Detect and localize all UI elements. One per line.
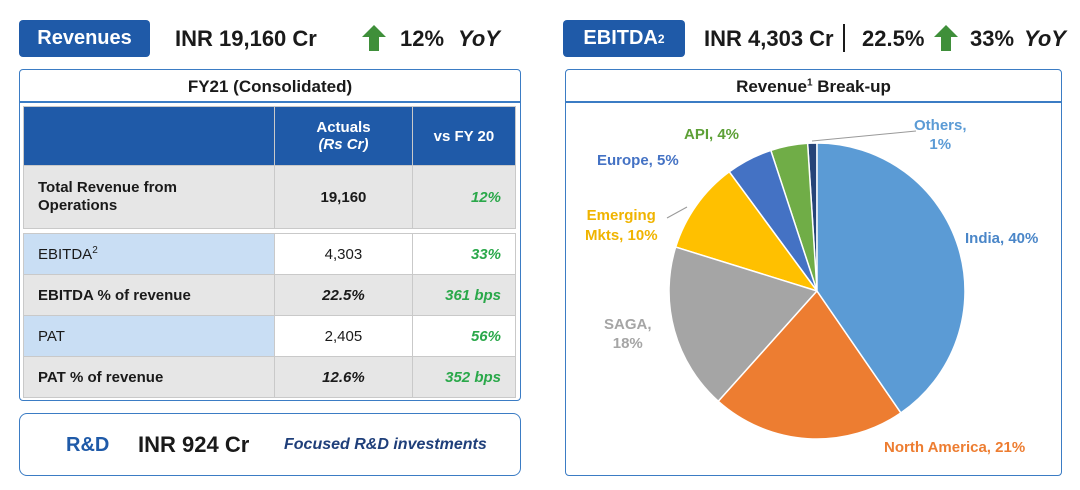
row-label: PAT % of revenue [22, 356, 276, 398]
fy21-panel-title: FY21 (Consolidated) [187, 77, 353, 96]
rnd-value: INR 924 Cr [138, 432, 250, 457]
row-label: EBITDA2 [22, 233, 276, 275]
pie-label-emerging-line1: Emerging [586, 207, 656, 224]
revenues-value: INR 19,160 Cr [175, 26, 317, 51]
pie-slice-saga [668, 246, 819, 403]
ebitda-pill: EBITDA 2 [563, 20, 685, 57]
row-actual: 4,303 [274, 233, 413, 275]
row-actual: 22.5% [274, 274, 413, 316]
table-row: PAT 2,405 56% [22, 315, 517, 357]
rnd-label: R&D [66, 434, 110, 456]
ebitda-pill-label: EBITDA [583, 27, 658, 49]
pie-label-api: API, 4% [684, 126, 740, 143]
row-label-sup: 2 [92, 245, 98, 256]
table-row: EBITDA % of revenue 22.5% 361 bps [22, 274, 517, 316]
row-actual: 12.6% [274, 356, 413, 398]
pie-panel-title: Revenue1 Break-up [565, 77, 1062, 97]
header-blank-cell [22, 106, 276, 166]
row-vs: 12% [411, 165, 517, 229]
table-header-row: Actuals (Rs Cr) vs FY 20 [22, 106, 517, 166]
row-label: EBITDA % of revenue [22, 274, 276, 316]
row-actual: 2,405 [274, 315, 413, 357]
financial-table: Actuals (Rs Cr) vs FY 20 Total Revenue f… [22, 106, 517, 398]
ebitda-yoy-label: YoY [1024, 26, 1066, 51]
pie-label-others: Others, 1% [914, 116, 967, 154]
revenues-pill-label: Revenues [37, 27, 132, 49]
row-vs: 361 bps [411, 274, 517, 316]
revenue-pie-chart [666, 130, 966, 440]
ebitda-yoy-value: 33% [970, 26, 1015, 51]
pie-label-emerging: Emerging Mkts, 10% [585, 206, 658, 246]
pie-label-europe: Europe, 5% [597, 152, 679, 169]
header-actuals-label: Actuals [316, 119, 371, 136]
ebitda-divider [843, 24, 845, 52]
row-label: PAT [22, 315, 276, 357]
ebitda-value: INR 4,303 Cr [704, 26, 834, 51]
row-label: Total Revenue from Operations [22, 165, 276, 229]
pie-slice-emerging-mkts [674, 170, 819, 293]
pie-label-india: India, 40% [965, 230, 1039, 247]
pie-title-text: Revenue [736, 77, 807, 96]
ebitda-up-arrow-icon [934, 25, 958, 51]
pie-label-saga-line2: 18% [612, 335, 643, 352]
row-vs: 352 bps [411, 356, 517, 398]
revenues-up-arrow-icon [362, 25, 386, 51]
header-vs-fy20: vs FY 20 [411, 106, 517, 166]
row-label-text: EBITDA [38, 246, 93, 263]
emerging-connector-line [666, 206, 688, 219]
pie-slice-north-america [717, 289, 902, 440]
table-row: EBITDA2 4,303 33% [22, 233, 517, 275]
pie-label-others-line1: Others, [914, 117, 967, 134]
pie-title-suffix: Break-up [817, 77, 891, 96]
row-vs: 56% [411, 315, 517, 357]
others-connector-line [811, 130, 917, 142]
table-row: PAT % of revenue 12.6% 352 bps [22, 356, 517, 398]
revenues-yoy-value: 12% [400, 26, 445, 51]
pie-label-saga: SAGA, 18% [604, 315, 652, 353]
pie-title-divider [566, 101, 1061, 103]
table-row: Total Revenue from Operations 19,160 12% [22, 165, 517, 229]
pie-slice-india [816, 142, 966, 414]
rnd-box [19, 413, 521, 476]
header-actuals-unit: (Rs Cr) [318, 136, 369, 153]
pie-label-north-america: North America, 21% [884, 439, 1026, 456]
revenues-pill: Revenues [19, 20, 150, 57]
pie-title-sup: 1 [806, 77, 813, 89]
rnd-note: Focused R&D investments [284, 436, 487, 453]
row-vs: 33% [411, 233, 517, 275]
revenues-yoy-label: YoY [458, 26, 500, 51]
header-actuals: Actuals (Rs Cr) [274, 106, 413, 166]
fy21-title-divider [20, 101, 520, 103]
ebitda-pill-sup: 2 [657, 31, 665, 46]
pie-label-saga-line1: SAGA, [604, 316, 652, 333]
ebitda-margin: 22.5% [862, 26, 925, 51]
pie-label-others-line2: 1% [929, 136, 952, 153]
row-actual: 19,160 [274, 165, 413, 229]
pie-label-emerging-line2: Mkts, 10% [585, 227, 658, 244]
